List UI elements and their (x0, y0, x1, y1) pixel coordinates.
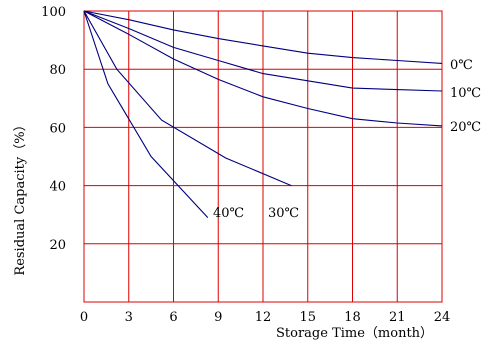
y-tick-label-20: 20 (49, 238, 66, 253)
x-tick-label-0: 0 (80, 310, 88, 325)
series-label-0c: 0℃ (450, 58, 473, 73)
series-label-30c: 30℃ (268, 206, 299, 221)
x-tick-label-12: 12 (255, 310, 272, 325)
y-tick-label-100: 100 (41, 5, 66, 20)
x-tick-label-9: 9 (214, 310, 222, 325)
grid (83, 10, 443, 303)
x-tick-label-15: 15 (299, 310, 316, 325)
x-tick-label-6: 6 (169, 310, 177, 325)
series-line-0 (83, 10, 443, 64)
series-line-1 (83, 10, 443, 92)
y-axis-title: Residual Capacity（%） (13, 118, 28, 275)
x-tick-label-3: 3 (125, 310, 133, 325)
series-label-40c: 40℃ (213, 206, 244, 221)
x-axis-title: Storage Time（month） (276, 326, 433, 341)
series-line-4 (83, 10, 209, 218)
x-tick-label-18: 18 (344, 310, 361, 325)
tick-labels: 0 3 6 9 12 15 18 21 24 20 40 60 80 100 (41, 5, 450, 325)
y-tick-label-60: 60 (49, 121, 66, 136)
series-lines (83, 10, 443, 218)
y-tick-label-80: 80 (49, 63, 66, 78)
x-tick-label-24: 24 (434, 310, 451, 325)
series-label-10c: 10℃ (450, 86, 481, 101)
y-tick-label-40: 40 (49, 180, 66, 195)
series-line-2 (83, 10, 443, 127)
series-line-3 (83, 10, 292, 187)
x-tick-label-21: 21 (389, 310, 406, 325)
series-label-20c: 20℃ (450, 120, 481, 135)
